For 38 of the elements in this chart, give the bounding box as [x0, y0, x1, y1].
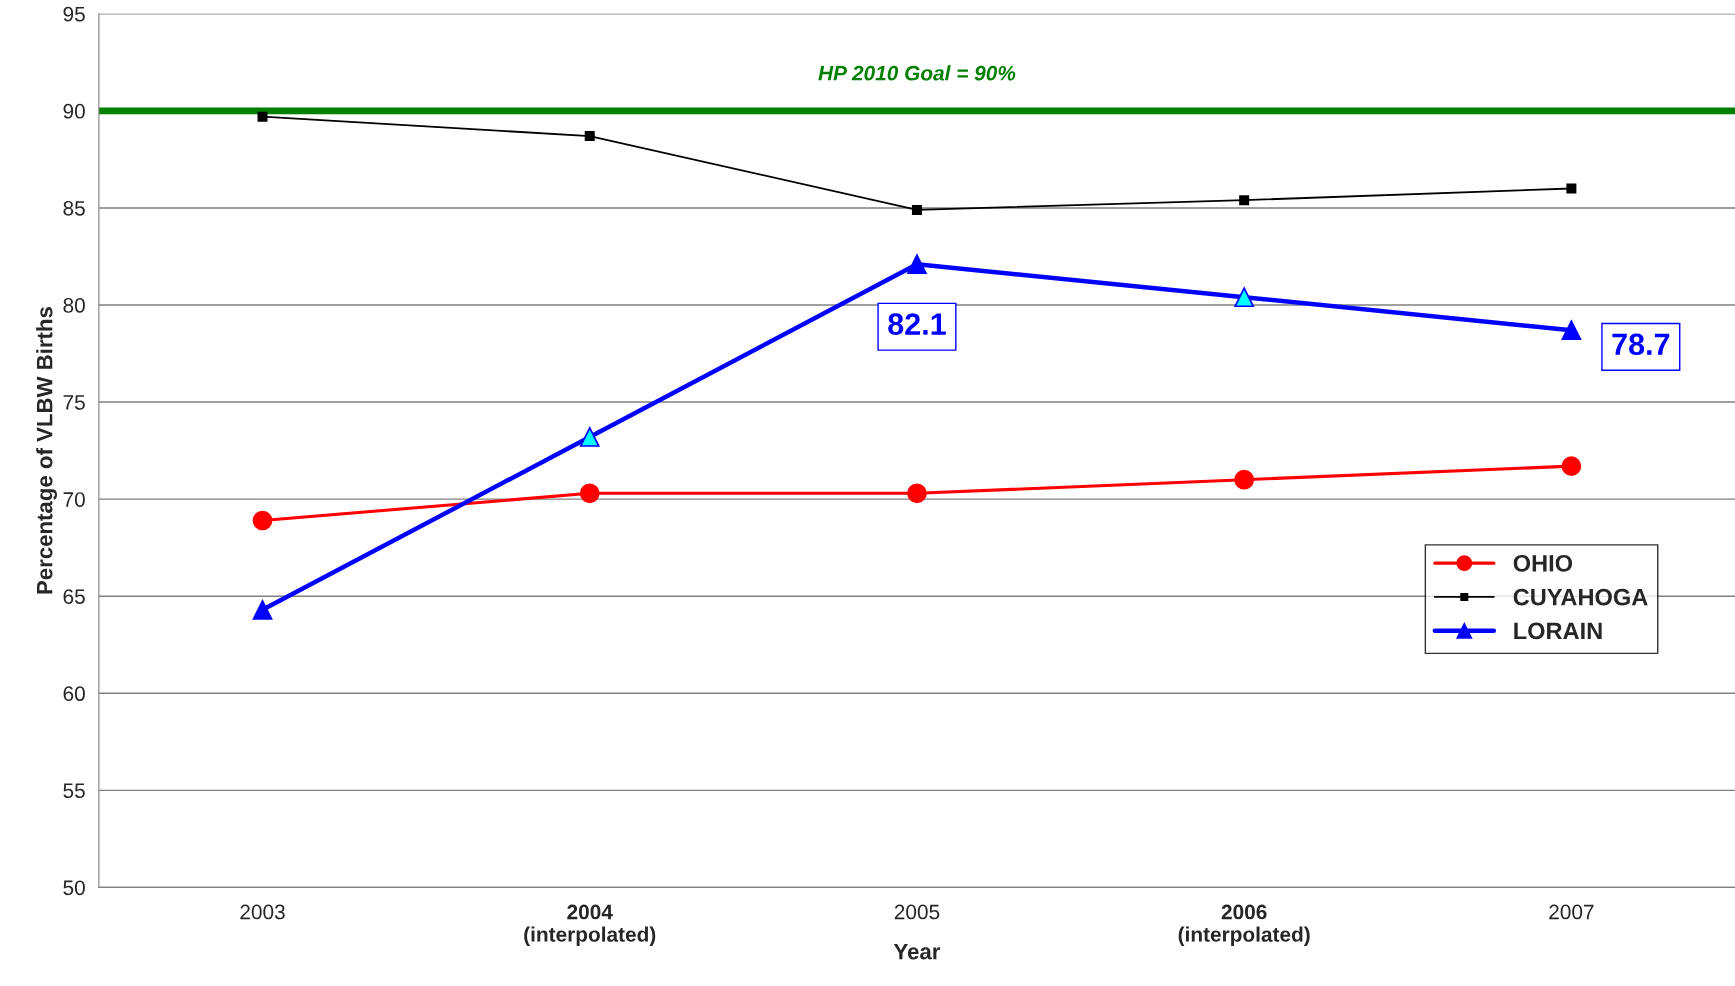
legend-label: OHIO — [1513, 554, 1573, 572]
x-tick-label: 2004 (interpolated) — [524, 904, 656, 946]
x-tick-label: 2006 (interpolated) — [1178, 904, 1310, 946]
x-tick-label: 2007 — [1549, 904, 1594, 920]
point — [1566, 183, 1577, 194]
data-label: 82.1 — [888, 313, 946, 335]
y-tick-label: 70 — [63, 492, 85, 507]
legend-label: LORAIN — [1514, 622, 1602, 640]
point — [252, 599, 273, 620]
y-axis-title: Percentage of VLBW Births — [36, 307, 57, 594]
point — [1239, 195, 1250, 206]
point — [1561, 456, 1582, 476]
y-tick-label: 50 — [63, 880, 85, 896]
data-label: 78.7 — [1612, 333, 1670, 356]
point — [1561, 320, 1582, 341]
point — [579, 483, 600, 504]
y-tick-label: 95 — [63, 6, 85, 22]
x-axis-title: Year — [893, 943, 941, 960]
point — [579, 427, 600, 447]
point — [584, 131, 595, 142]
point — [1234, 469, 1255, 490]
y-tick-label: 75 — [63, 395, 85, 410]
point — [1234, 287, 1255, 308]
point — [907, 254, 927, 275]
point — [257, 111, 268, 122]
x-tick-label: 2003 — [240, 904, 285, 920]
y-tick-label: 60 — [63, 686, 85, 702]
x-tick-label: 2005 — [894, 904, 940, 920]
y-tick-label: 90 — [63, 103, 85, 119]
point — [911, 204, 922, 215]
y-tick-label: 55 — [63, 783, 85, 799]
ref-line-label: HP 2010 Goal = 90% — [818, 65, 1016, 81]
y-tick-label: 80 — [63, 298, 85, 313]
y-tick-label: 85 — [63, 200, 85, 216]
legend-label: CUYAHOGA — [1513, 588, 1648, 606]
y-tick-label: 65 — [63, 589, 85, 604]
point — [252, 510, 273, 531]
point — [907, 483, 927, 504]
